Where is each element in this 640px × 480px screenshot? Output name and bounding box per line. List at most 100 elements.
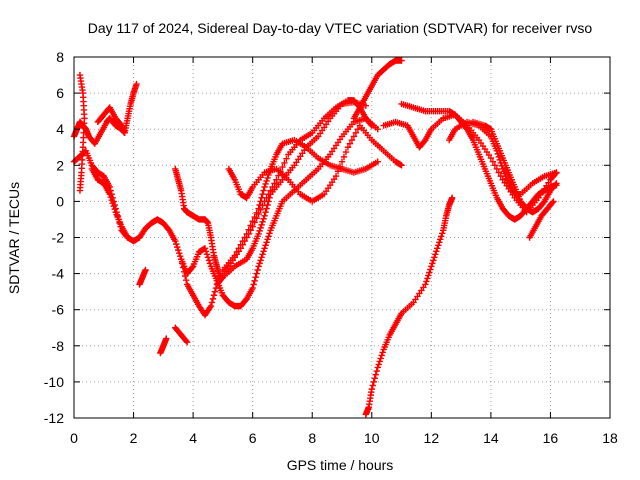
series-sat-l — [213, 97, 375, 285]
series-sat-k — [225, 122, 405, 205]
data-point — [342, 148, 350, 156]
data-point — [261, 183, 268, 191]
data-point — [422, 281, 429, 288]
series-sat-o — [362, 194, 456, 418]
data-point — [263, 177, 270, 185]
series-sat-q — [380, 111, 560, 216]
data-point — [262, 180, 269, 188]
data-point — [163, 335, 170, 342]
data-point — [183, 338, 191, 346]
data-point — [243, 230, 250, 238]
data-point — [237, 241, 244, 248]
data-point — [430, 257, 437, 264]
x-tick-label: 16 — [543, 430, 559, 446]
data-point — [495, 153, 503, 161]
data-point — [233, 248, 240, 256]
data-point — [265, 171, 272, 179]
series-sat-c — [76, 71, 88, 194]
data-point — [348, 136, 356, 144]
data-point — [262, 209, 269, 216]
series-sat-t — [526, 198, 557, 241]
series-sat-e — [88, 165, 131, 241]
y-tick-label: 0 — [56, 193, 64, 209]
series-sat-f — [136, 266, 149, 288]
x-tick-label: 18 — [602, 430, 618, 446]
data-point — [258, 221, 265, 229]
data-point — [491, 162, 499, 169]
data-point — [424, 275, 431, 282]
data-point — [423, 278, 430, 285]
data-point — [398, 57, 405, 64]
data-point — [203, 251, 211, 258]
data-point — [281, 159, 288, 167]
data-point — [426, 269, 433, 276]
data-point — [369, 382, 376, 389]
series-sat-n — [350, 57, 405, 122]
data-point — [427, 266, 434, 273]
y-tick-label: 2 — [56, 157, 64, 173]
data-point — [275, 172, 282, 179]
data-point — [106, 190, 113, 198]
data-point — [182, 277, 190, 284]
data-point — [439, 230, 446, 237]
data-markers — [70, 57, 560, 418]
data-point — [245, 226, 252, 233]
data-point — [493, 165, 501, 173]
data-point — [256, 227, 263, 235]
grid-lines — [74, 57, 610, 418]
data-point — [255, 205, 262, 212]
y-tick-label: 8 — [56, 49, 64, 65]
data-point — [251, 277, 258, 285]
data-point — [448, 194, 456, 201]
data-point — [182, 337, 190, 345]
x-tick-label: 12 — [424, 430, 440, 446]
data-point — [368, 385, 375, 393]
data-point — [177, 252, 184, 260]
data-point — [368, 122, 375, 129]
series-sat-h — [172, 324, 191, 346]
data-point — [376, 358, 383, 365]
data-point — [425, 272, 432, 279]
data-point — [175, 246, 182, 254]
series-sat-m — [219, 136, 381, 274]
data-point — [264, 236, 271, 243]
data-point — [340, 153, 348, 161]
data-point — [111, 206, 118, 213]
data-point — [346, 140, 354, 147]
data-point — [552, 181, 559, 188]
data-point — [261, 212, 268, 220]
y-axis-label: SDTVAR / TECUs — [6, 182, 22, 294]
x-tick-label: 6 — [249, 430, 257, 446]
data-point — [550, 198, 557, 205]
data-point — [269, 183, 276, 191]
data-point — [549, 199, 556, 206]
data-point — [436, 239, 443, 246]
data-point — [201, 245, 209, 252]
data-point — [188, 264, 196, 271]
data-point — [211, 288, 219, 295]
data-point — [487, 154, 495, 162]
data-point — [262, 242, 269, 249]
data-point — [216, 274, 224, 281]
series-sat-s — [469, 118, 560, 216]
data-point — [352, 129, 360, 137]
data-point — [206, 260, 214, 267]
data-point — [173, 240, 180, 248]
data-point — [279, 163, 286, 171]
data-point — [263, 205, 270, 212]
data-point — [265, 233, 272, 240]
x-tick-label: 8 — [308, 430, 316, 446]
data-point — [433, 248, 440, 255]
data-point — [374, 126, 381, 133]
data-point — [252, 274, 259, 281]
data-point — [265, 190, 272, 198]
series-sat-j — [178, 115, 381, 310]
x-tick-label: 10 — [364, 430, 380, 446]
data-point — [241, 234, 248, 241]
data-point — [375, 361, 382, 368]
data-point — [372, 371, 379, 378]
data-point — [261, 245, 268, 252]
data-point — [257, 224, 264, 232]
